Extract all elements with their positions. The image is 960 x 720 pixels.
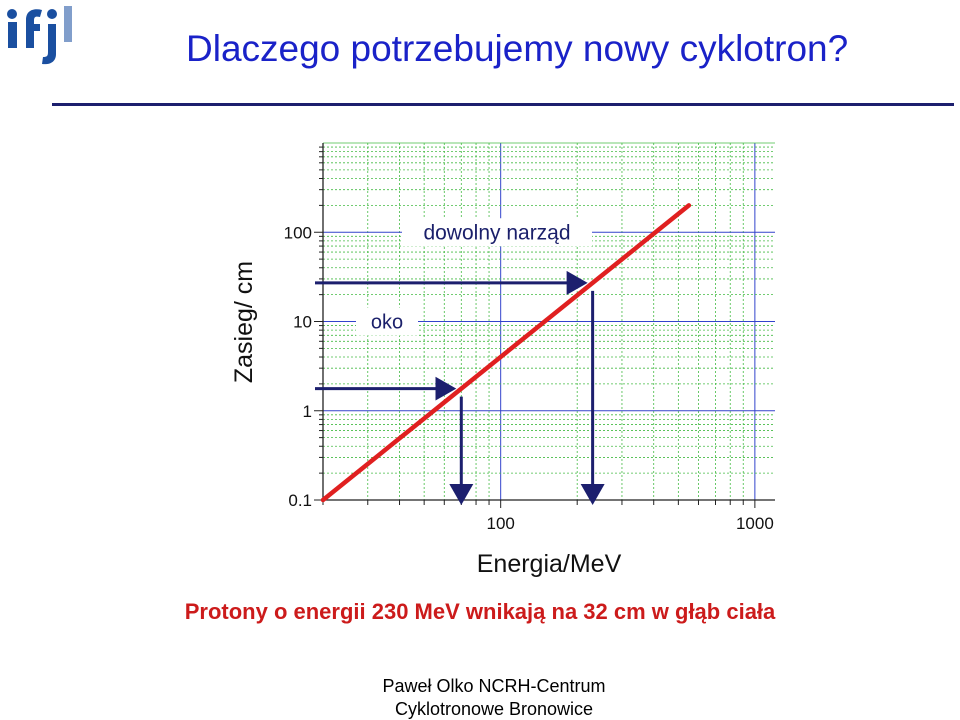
y-tick-label: 100	[284, 223, 312, 242]
range-curve	[320, 203, 692, 503]
caption: Protony o energii 230 MeV wnikają na 32 …	[184, 599, 776, 624]
page-title: Dlaczego potrzebujemy nowy cyklotron?	[186, 28, 849, 69]
annotation-eye: oko	[371, 312, 403, 334]
y-axis-label: Zasieg/ cm	[230, 261, 258, 383]
x-tick-label: 100	[486, 514, 514, 533]
annotation-background	[402, 218, 592, 247]
chart-arrows	[315, 270, 605, 505]
chart-labels: 0.1 1 10 100 100 1000 Energia/MeV Zasieg/ cm oko…	[230, 218, 774, 578]
range-energy-chart: 0.1 1 10 100 100 1000 Energia/MeV Zasieg/ cm oko…	[230, 142, 775, 578]
y-tick-label: 10	[293, 313, 312, 332]
x-tick-label: 1000	[736, 514, 774, 533]
title-underline	[52, 103, 954, 106]
footer-institution: Cyklotronowe Bronowice	[394, 699, 594, 719]
footer-author: Paweł Olko NCRH-Centrum	[382, 676, 606, 696]
y-tick-label: 1	[303, 402, 312, 421]
ifj-logo	[7, 6, 72, 65]
chart-curve	[320, 203, 692, 503]
y-tick-label: 0.1	[288, 491, 312, 510]
annotation-background	[356, 307, 418, 336]
x-axis-label: Energia/MeV	[477, 550, 622, 578]
annotation-any-organ: dowolny narząd	[423, 221, 570, 244]
